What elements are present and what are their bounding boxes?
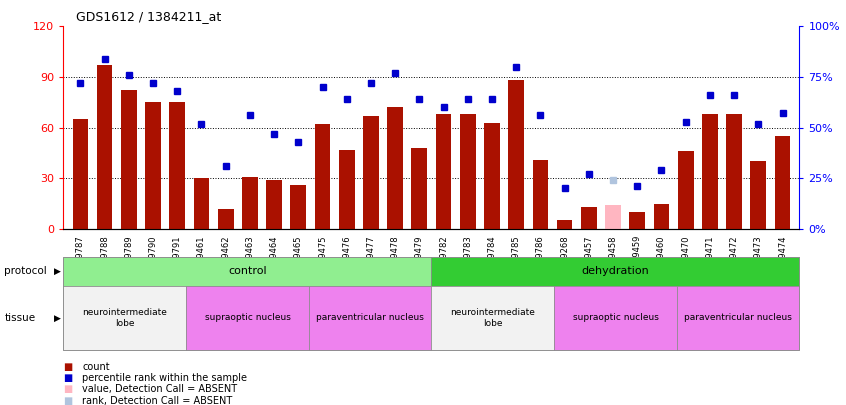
- Text: percentile rank within the sample: percentile rank within the sample: [82, 373, 247, 383]
- Bar: [702, 114, 717, 229]
- Text: ▶: ▶: [54, 267, 61, 276]
- Text: tissue: tissue: [4, 313, 36, 323]
- Bar: [726, 114, 742, 229]
- Bar: [73, 119, 88, 229]
- Text: paraventricular nucleus: paraventricular nucleus: [684, 313, 792, 322]
- Bar: [242, 177, 258, 229]
- Bar: [654, 203, 669, 229]
- Bar: [194, 178, 209, 229]
- Text: ■: ■: [63, 362, 73, 371]
- Bar: [775, 136, 790, 229]
- Text: dehydration: dehydration: [581, 266, 650, 276]
- Text: ■: ■: [63, 384, 73, 394]
- Text: ■: ■: [63, 396, 73, 405]
- Bar: [339, 149, 354, 229]
- Text: GDS1612 / 1384211_at: GDS1612 / 1384211_at: [76, 10, 222, 23]
- Bar: [411, 148, 427, 229]
- Bar: [436, 114, 452, 229]
- Bar: [484, 122, 500, 229]
- Text: ▶: ▶: [54, 313, 61, 322]
- Text: count: count: [82, 362, 110, 371]
- Bar: [169, 102, 185, 229]
- Bar: [290, 185, 306, 229]
- Bar: [557, 220, 573, 229]
- Text: neurointermediate
lobe: neurointermediate lobe: [450, 308, 536, 328]
- Text: supraoptic nucleus: supraoptic nucleus: [205, 313, 290, 322]
- Text: rank, Detection Call = ABSENT: rank, Detection Call = ABSENT: [82, 396, 233, 405]
- Bar: [532, 160, 548, 229]
- Text: neurointermediate
lobe: neurointermediate lobe: [82, 308, 168, 328]
- Bar: [315, 124, 331, 229]
- Bar: [678, 151, 694, 229]
- Bar: [121, 90, 137, 229]
- Bar: [96, 65, 113, 229]
- Bar: [629, 212, 645, 229]
- Bar: [750, 161, 766, 229]
- Bar: [217, 209, 233, 229]
- Bar: [460, 114, 475, 229]
- Text: value, Detection Call = ABSENT: value, Detection Call = ABSENT: [82, 384, 237, 394]
- Bar: [266, 180, 282, 229]
- Bar: [581, 207, 596, 229]
- Text: protocol: protocol: [4, 266, 47, 276]
- Text: supraoptic nucleus: supraoptic nucleus: [573, 313, 658, 322]
- Bar: [363, 116, 379, 229]
- Text: ■: ■: [63, 373, 73, 383]
- Bar: [387, 107, 403, 229]
- Bar: [605, 205, 621, 229]
- Bar: [508, 80, 524, 229]
- Bar: [146, 102, 161, 229]
- Text: paraventricular nucleus: paraventricular nucleus: [316, 313, 424, 322]
- Text: control: control: [228, 266, 266, 276]
